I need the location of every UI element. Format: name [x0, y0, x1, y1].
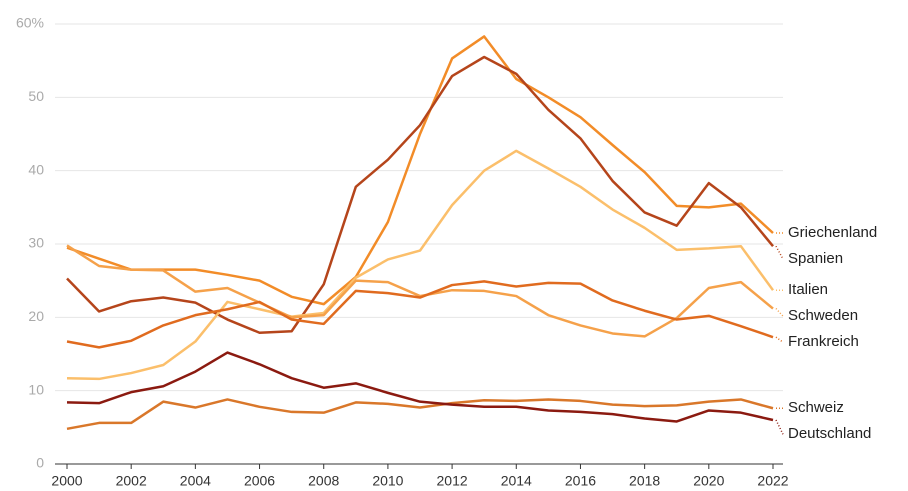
label-leader	[775, 336, 784, 343]
y-tick-label: 60%	[16, 15, 44, 31]
series-label: Schweiz	[788, 399, 844, 416]
label-leader	[775, 308, 784, 317]
series-label: Deutschland	[788, 425, 871, 442]
x-tick-label: 2006	[244, 473, 275, 489]
series-line	[66, 351, 774, 423]
x-tick-label: 2002	[116, 473, 147, 489]
x-tick-label: 2016	[565, 473, 596, 489]
y-tick-label: 30	[28, 235, 44, 251]
series-line	[66, 244, 774, 338]
x-tick-label: 2018	[629, 473, 660, 489]
y-tick-label: 40	[28, 161, 44, 177]
series-label: Italien	[788, 281, 828, 298]
label-leader	[775, 419, 784, 435]
series-line	[66, 149, 775, 381]
x-tick-label: 2020	[693, 473, 724, 489]
x-tick-label: 2012	[437, 473, 468, 489]
series-label: Spanien	[788, 250, 843, 267]
series-label: Frankreich	[788, 333, 859, 350]
x-tick-label: 2008	[308, 473, 339, 489]
x-tick-label: 2000	[51, 473, 82, 489]
series-line	[66, 35, 774, 306]
y-tick-label: 50	[28, 88, 44, 104]
series-line	[66, 280, 774, 349]
x-tick-label: 2004	[180, 473, 211, 489]
series-label: Griechenland	[788, 224, 877, 241]
y-tick-label: 20	[28, 308, 44, 324]
y-tick-label: 10	[28, 381, 44, 397]
x-tick-label: 2010	[372, 473, 403, 489]
series-label: Schweden	[788, 307, 858, 324]
y-tick-label: 0	[36, 455, 44, 471]
series-line	[66, 55, 774, 334]
x-tick-label: 2014	[501, 473, 532, 489]
x-tick-label: 2022	[757, 473, 788, 489]
label-leader	[775, 245, 784, 260]
series-line	[66, 398, 774, 431]
